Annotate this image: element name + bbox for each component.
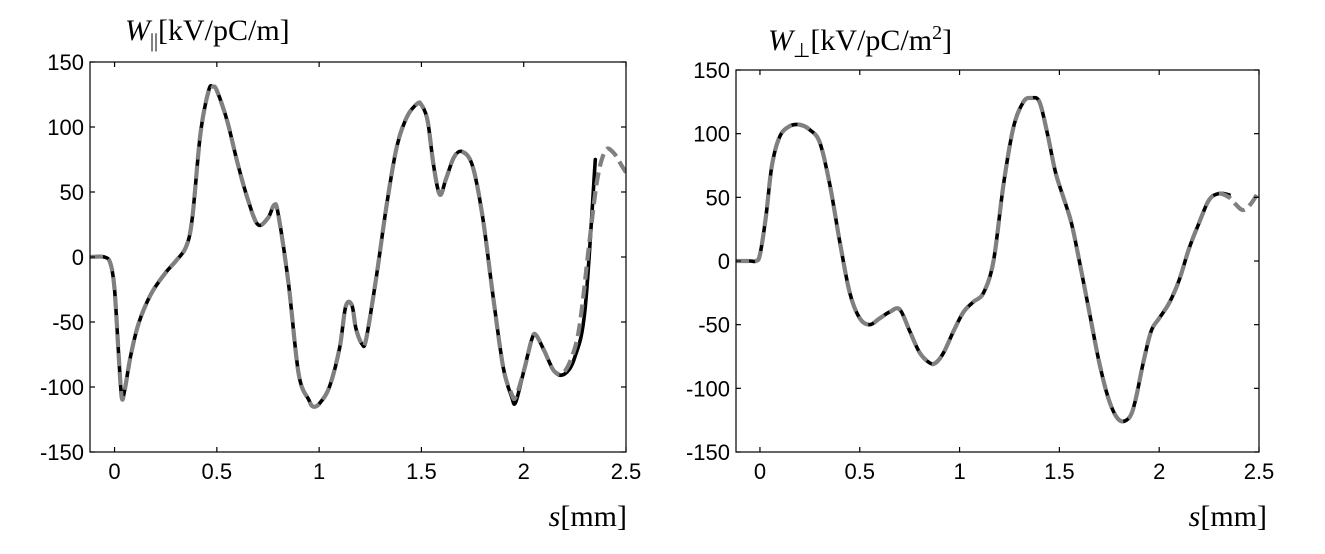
x-tick-label: 1.5 [1044,459,1075,484]
y-tick-label: 50 [60,180,84,205]
x-tick-label: 2 [518,459,530,484]
x-tick-label: 0.5 [844,459,875,484]
chart-transverse-wake: 0 0.5 1 1.5 2 2.5 -150 -100 -50 0 50 100 150 W⊥[kV/pC… [686,22,1274,533]
x-tick-label: 0 [754,459,766,484]
y-tick-label: 150 [693,58,730,83]
x-tick-label: 2.5 [611,459,642,484]
y-tick-label: -100 [40,375,84,400]
series-line-solid [90,83,598,409]
x-tick-label: 2 [1153,459,1165,484]
y-tick-label: 150 [47,50,84,75]
x-tick-label: 0.5 [202,459,233,484]
x-tick-label: 1.5 [406,459,437,484]
plot-frame [89,61,627,453]
series-line-dashed [90,83,626,409]
y-axis-label: W⊥[kV/pC/m2] [768,22,952,62]
y-tick-label: -50 [698,313,730,338]
y-tick-label: -50 [52,310,84,335]
x-tick-label: 1 [313,459,325,484]
x-tick-label: 1 [953,459,965,484]
x-tick-label: 0 [108,459,120,484]
y-tick-label: -150 [686,440,730,465]
y-tick-label: -150 [40,440,84,465]
y-tick-label: 0 [72,245,84,270]
plot-frame [735,69,1260,453]
chart-longitudinal-wake: 0 0.5 1 1.5 2 2.5 -150 -100 -50 0 50 100 150 W||[kV/p… [40,14,641,533]
y-tick-label: 0 [718,249,730,274]
y-tick-label: 100 [47,115,84,140]
x-axis-label: s[mm] [1189,500,1267,533]
y-axis-label: W||[kV/pC/m] [125,14,290,52]
y-tick-label: -100 [686,376,730,401]
x-axis-label: s[mm] [549,500,627,533]
y-tick-label: 50 [706,185,730,210]
x-tick-label: 2.5 [1244,459,1275,484]
y-tick-label: 100 [693,122,730,147]
series-line-solid [736,95,1231,424]
series-line-dashed [736,95,1259,424]
series-group [736,95,1259,424]
series-group [90,83,626,409]
